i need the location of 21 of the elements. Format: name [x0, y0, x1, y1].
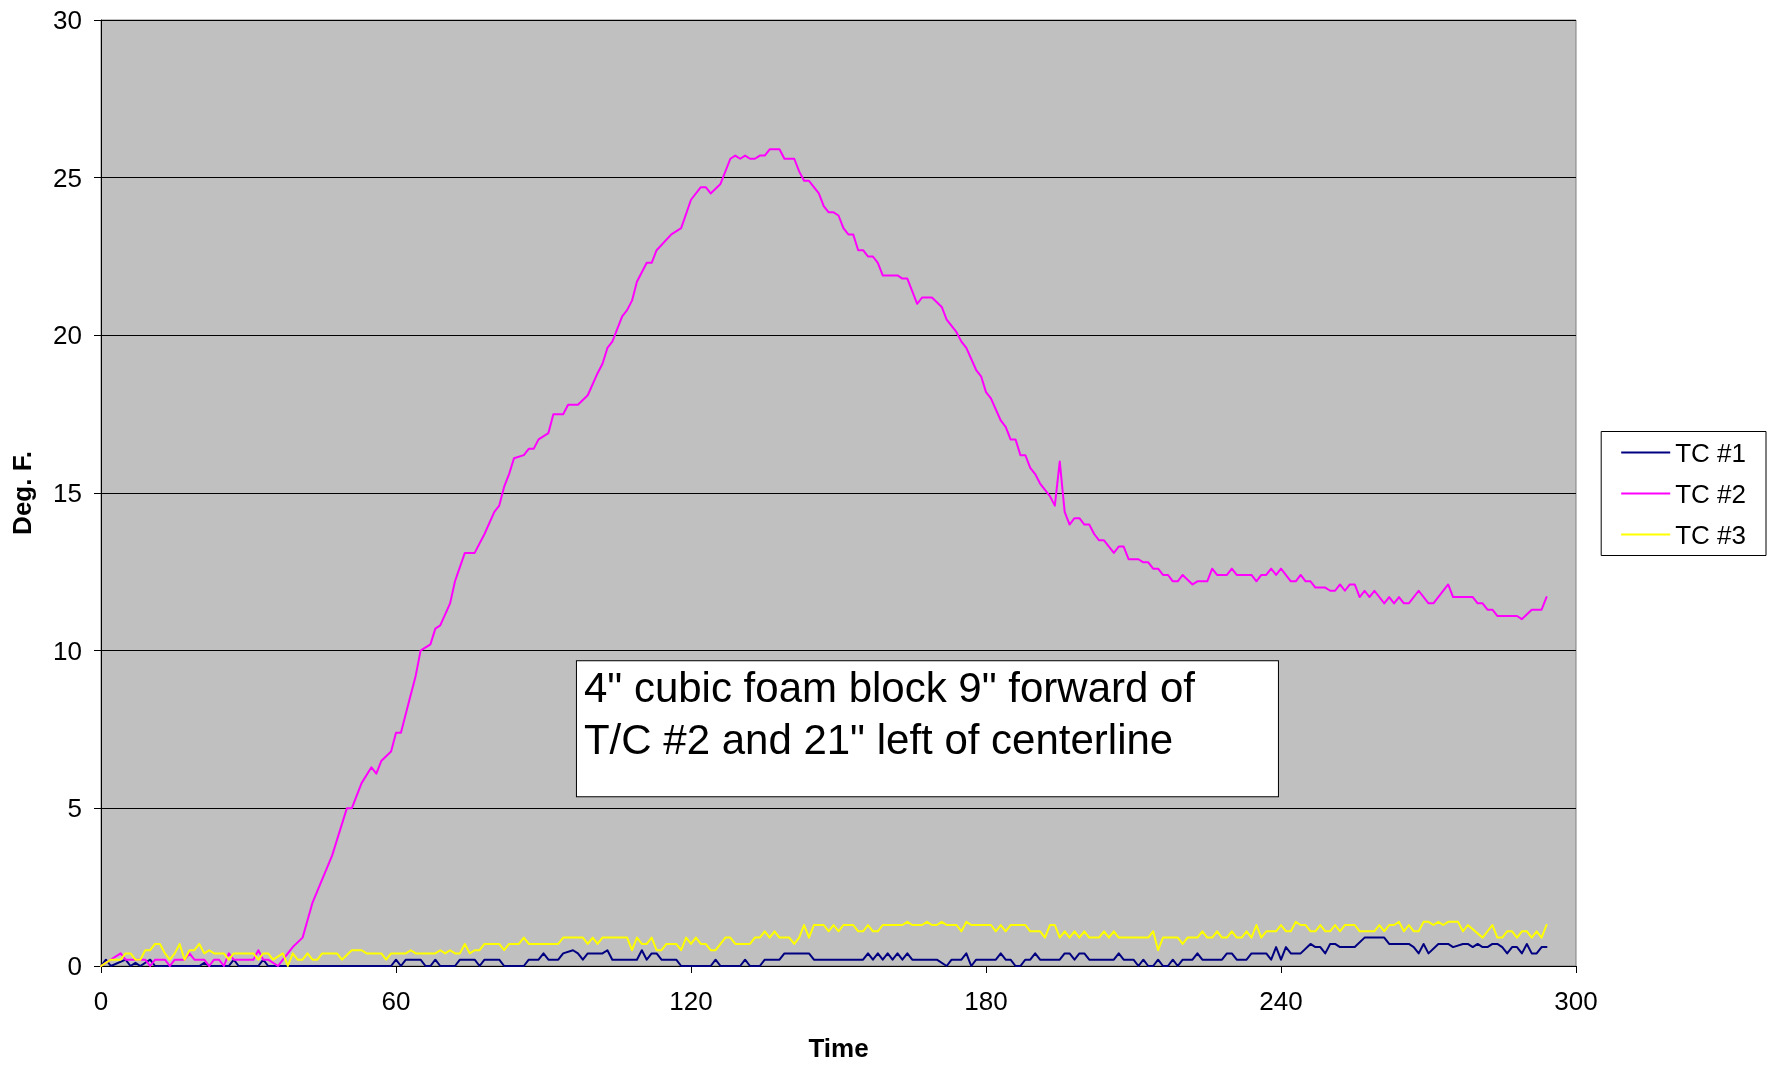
- x-tick-label: 240: [1259, 986, 1303, 1016]
- y-axis-title: Deg. F.: [7, 451, 37, 535]
- y-tick-label: 10: [53, 635, 82, 666]
- x-tick-label: 120: [669, 986, 713, 1016]
- y-tick-label: 30: [53, 5, 82, 35]
- y-tick-label: 5: [67, 793, 82, 824]
- y-tick-label: 15: [53, 478, 82, 508]
- line-series: [100, 920, 1548, 967]
- x-tick-label: 300: [1554, 986, 1598, 1016]
- x-axis-title: Time: [808, 1033, 869, 1063]
- legend-label: TC #1: [1675, 437, 1747, 468]
- x-tick-label: 60: [381, 986, 411, 1016]
- annotation: 4" cubic foam block 9" forward of T/C #2 and 21" left of centerline: [583, 663, 1207, 763]
- x-tick-label: 180: [964, 986, 1008, 1016]
- legend-label: TC #2: [1675, 478, 1747, 509]
- y-tick-label: 20: [53, 320, 82, 351]
- y-tick-label: 25: [53, 162, 82, 193]
- legend-label: TC #3: [1675, 519, 1747, 550]
- line-series: [100, 936, 1548, 967]
- x-tick-label: 0: [93, 986, 109, 1016]
- y-tick-label: 0: [67, 951, 82, 981]
